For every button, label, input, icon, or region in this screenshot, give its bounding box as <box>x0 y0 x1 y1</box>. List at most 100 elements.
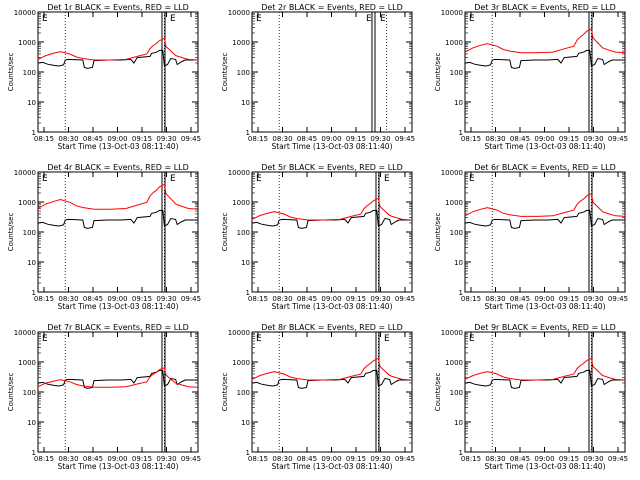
lld-series-line <box>251 357 413 381</box>
x-tick-label: 08:45 <box>297 135 317 143</box>
y-axis-label: Counts/sec <box>221 213 229 252</box>
x-tick-label: 09:45 <box>181 135 201 143</box>
event-marker-label: E <box>256 334 262 344</box>
event-marker-label: E <box>170 14 176 24</box>
x-axis-label: Start Time (13-Oct-03 08:11:40) <box>271 142 392 151</box>
event-marker-label: E <box>170 174 176 184</box>
x-axis-label: Start Time (13-Oct-03 08:11:40) <box>484 302 605 311</box>
event-marker-label: E <box>469 174 475 184</box>
x-tick-label: 08:45 <box>510 135 530 143</box>
y-tick-label: 1 <box>246 129 250 137</box>
y-tick-label: 10000 <box>14 329 36 337</box>
plot-frame <box>251 331 413 453</box>
x-tick-label: 08:30 <box>58 295 78 303</box>
y-tick-label: 1000 <box>18 39 36 47</box>
y-tick-label: 10 <box>454 419 463 427</box>
event-marker-label: E <box>42 334 48 344</box>
y-tick-label: 100 <box>23 69 36 77</box>
y-tick-label: 1 <box>459 129 463 137</box>
y-tick-label: 10000 <box>441 9 463 17</box>
y-tick-label: 1000 <box>445 199 463 207</box>
x-tick-label: 09:30 <box>370 135 390 143</box>
y-axis-label: Counts/sec <box>434 373 442 412</box>
event-marker-label: E <box>42 174 48 184</box>
x-tick-label: 08:30 <box>272 455 292 463</box>
lld-series-line <box>464 357 626 381</box>
panel-det-1r: Det 1r BLACK = Events, RED = LLD 1 10 100 10… <box>7 3 201 151</box>
x-tick-label: 09:30 <box>583 455 603 463</box>
x-tick-label: 09:00 <box>321 295 341 303</box>
x-tick-label: 09:30 <box>156 135 176 143</box>
x-tick-label: 08:15 <box>248 455 268 463</box>
event-marker-label: E <box>42 14 48 24</box>
event-marker-label: E <box>469 334 475 344</box>
y-tick-label: 100 <box>237 69 250 77</box>
x-tick-label: 08:45 <box>297 295 317 303</box>
x-tick-label: 09:15 <box>346 295 366 303</box>
x-tick-label: 09:30 <box>583 135 603 143</box>
x-tick-label: 08:45 <box>510 295 530 303</box>
y-tick-label: 1 <box>32 449 36 457</box>
y-tick-label: 10 <box>241 259 250 267</box>
lld-series-line <box>37 183 199 210</box>
x-tick-label: 09:30 <box>370 455 390 463</box>
event-marker-label: E <box>256 14 262 24</box>
plot-frame <box>251 171 413 293</box>
y-tick-label: 1000 <box>18 199 36 207</box>
y-tick-label: 100 <box>450 229 463 237</box>
y-tick-label: 100 <box>450 69 463 77</box>
panel-title: Det 3r BLACK = Events, RED = LLD <box>474 3 616 12</box>
x-tick-label: 09:00 <box>534 455 554 463</box>
panel-title: Det 8r BLACK = Events, RED = LLD <box>261 323 403 332</box>
plot-frame <box>37 331 199 453</box>
x-tick-label: 08:15 <box>34 455 54 463</box>
event-marker-label: E <box>380 14 386 24</box>
y-tick-label: 10000 <box>228 329 250 337</box>
lld-series-line <box>37 367 199 388</box>
panel-det-3r: Det 3r BLACK = Events, RED = LLD 1 10 100 10… <box>434 3 628 151</box>
x-tick-label: 08:30 <box>58 135 78 143</box>
x-tick-label: 09:15 <box>346 135 366 143</box>
x-tick-label: 09:00 <box>107 455 127 463</box>
x-axis-label: Start Time (13-Oct-03 08:11:40) <box>57 302 178 311</box>
panel-title: Det 5r BLACK = Events, RED = LLD <box>261 163 403 172</box>
x-tick-label: 08:15 <box>461 135 481 143</box>
y-tick-label: 1 <box>459 449 463 457</box>
y-tick-label: 1 <box>246 449 250 457</box>
y-axis-label: Counts/sec <box>434 213 442 252</box>
event-marker-label: E <box>366 14 372 24</box>
y-axis-label: Counts/sec <box>221 53 229 92</box>
x-tick-label: 08:45 <box>83 455 103 463</box>
x-axis-label: Start Time (13-Oct-03 08:11:40) <box>484 142 605 151</box>
x-tick-label: 09:45 <box>181 295 201 303</box>
events-series-line <box>37 209 198 229</box>
y-tick-label: 100 <box>450 389 463 397</box>
x-tick-label: 09:00 <box>107 295 127 303</box>
plot-frame <box>37 171 199 293</box>
y-axis-label: Counts/sec <box>221 373 229 412</box>
x-tick-label: 09:30 <box>156 295 176 303</box>
events-series-line <box>464 49 625 69</box>
x-tick-label: 08:30 <box>272 295 292 303</box>
plot-frame <box>464 11 626 133</box>
y-tick-label: 100 <box>237 389 250 397</box>
x-tick-label: 08:45 <box>510 455 530 463</box>
event-marker-label: E <box>469 14 475 24</box>
y-tick-label: 1000 <box>232 199 250 207</box>
y-tick-label: 10 <box>27 419 36 427</box>
x-tick-label: 08:30 <box>485 455 505 463</box>
x-tick-label: 09:15 <box>559 295 579 303</box>
y-tick-label: 100 <box>23 229 36 237</box>
lld-series-line <box>251 197 413 221</box>
x-tick-label: 09:15 <box>132 295 152 303</box>
panel-det-9r: Det 9r BLACK = Events, RED = LLD 1 10 100 10… <box>434 323 628 471</box>
panel-det-6r: Det 6r BLACK = Events, RED = LLD 1 10 100 10… <box>434 163 628 311</box>
x-axis-label: Start Time (13-Oct-03 08:11:40) <box>484 462 605 471</box>
y-tick-label: 1 <box>246 289 250 297</box>
y-tick-label: 100 <box>237 229 250 237</box>
y-tick-label: 10 <box>454 259 463 267</box>
x-tick-label: 09:15 <box>132 135 152 143</box>
panel-title: Det 4r BLACK = Events, RED = LLD <box>47 163 189 172</box>
x-tick-label: 08:30 <box>485 135 505 143</box>
